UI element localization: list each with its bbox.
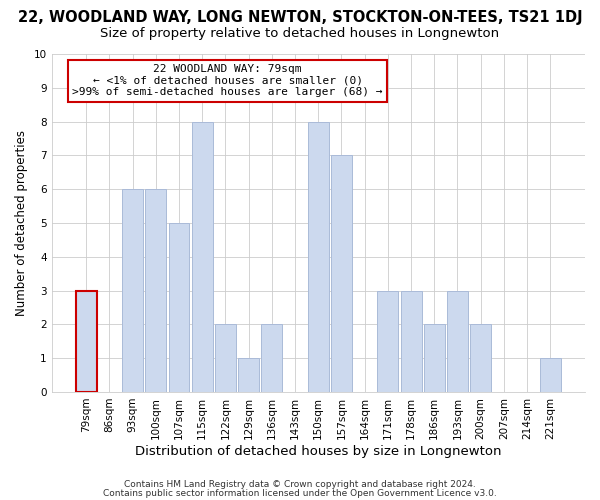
Bar xyxy=(331,156,352,392)
Text: 22 WOODLAND WAY: 79sqm
← <1% of detached houses are smaller (0)
>99% of semi-det: 22 WOODLAND WAY: 79sqm ← <1% of detached… xyxy=(73,64,383,98)
Bar xyxy=(447,290,468,392)
Bar xyxy=(169,223,190,392)
Bar xyxy=(377,290,398,392)
Y-axis label: Number of detached properties: Number of detached properties xyxy=(15,130,28,316)
Bar xyxy=(145,189,166,392)
Bar xyxy=(122,189,143,392)
Bar xyxy=(308,122,329,392)
Bar xyxy=(238,358,259,392)
Bar xyxy=(470,324,491,392)
Text: 22, WOODLAND WAY, LONG NEWTON, STOCKTON-ON-TEES, TS21 1DJ: 22, WOODLAND WAY, LONG NEWTON, STOCKTON-… xyxy=(17,10,583,25)
Text: Size of property relative to detached houses in Longnewton: Size of property relative to detached ho… xyxy=(100,28,500,40)
Bar xyxy=(262,324,283,392)
Bar xyxy=(540,358,561,392)
Text: Contains public sector information licensed under the Open Government Licence v3: Contains public sector information licen… xyxy=(103,488,497,498)
Bar xyxy=(192,122,212,392)
Text: Contains HM Land Registry data © Crown copyright and database right 2024.: Contains HM Land Registry data © Crown c… xyxy=(124,480,476,489)
Bar xyxy=(215,324,236,392)
Bar xyxy=(76,290,97,392)
X-axis label: Distribution of detached houses by size in Longnewton: Distribution of detached houses by size … xyxy=(135,444,502,458)
Bar xyxy=(424,324,445,392)
Bar xyxy=(401,290,422,392)
